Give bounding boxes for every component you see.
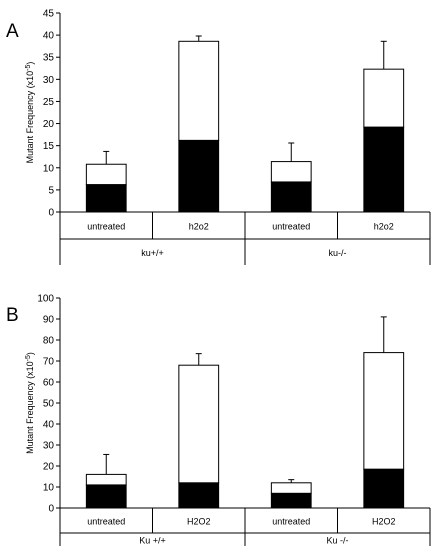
- y-tick-label: 40: [43, 31, 55, 42]
- y-tick-label: 20: [43, 462, 55, 473]
- category-label: H2O2: [187, 517, 211, 527]
- y-tick-label: 15: [43, 141, 55, 152]
- y-tick-label: 0: [48, 504, 54, 515]
- category-label: h2o2: [374, 222, 394, 232]
- chart-panel-a: A Mutant Frequency (x10-5) 0 5 10 15 20 25 30 35 4…: [6, 9, 431, 265]
- y-axis-title-main: Mutant Frequency (x10: [25, 71, 35, 164]
- y-tick-label: 90: [43, 315, 55, 326]
- y-tick-label: 30: [43, 75, 55, 86]
- bar-segment-black: [270, 181, 312, 213]
- group-label: ku-/-: [329, 248, 347, 258]
- bar-segment-black: [270, 492, 312, 509]
- y-tick-label: 10: [43, 163, 55, 174]
- group-label: Ku +/+: [139, 536, 166, 546]
- y-axis-title: Mutant Frequency (x10-5): [25, 352, 35, 454]
- bar-segment-white: [85, 163, 127, 186]
- bar-segment-black: [85, 484, 127, 509]
- y-tick-label: 25: [43, 97, 55, 108]
- y-tick-label: 45: [43, 9, 55, 20]
- bar-segment-black: [85, 184, 127, 213]
- y-tick-label: 20: [43, 119, 55, 130]
- category-label: untreated: [87, 517, 125, 527]
- y-tick-label: 0: [48, 208, 54, 219]
- group-label: ku+/+: [141, 248, 164, 258]
- group-label: Ku -/-: [326, 536, 348, 546]
- category-label: untreated: [87, 222, 125, 232]
- bar-segment-black: [363, 468, 405, 509]
- y-tick-label: 100: [37, 294, 54, 305]
- bar-segment-black: [363, 126, 405, 213]
- bar-segment-white: [363, 68, 405, 128]
- y-axis-title-exponent: -5: [25, 65, 32, 71]
- y-tick-label: 5: [48, 185, 54, 196]
- y-tick-label: 70: [43, 357, 55, 368]
- panel-label: B: [6, 305, 19, 326]
- bar-segment-white: [178, 40, 220, 141]
- category-label: untreated: [272, 517, 310, 527]
- y-tick-label: 80: [43, 336, 55, 347]
- bar-segment-white: [270, 482, 312, 494]
- category-label: H2O2: [372, 517, 396, 527]
- bar-segment-white: [178, 364, 220, 484]
- bar-segment-white: [85, 473, 127, 486]
- bar-segment-black: [178, 139, 220, 213]
- y-tick-label: 10: [43, 483, 55, 494]
- y-axis-title-close: ): [25, 352, 35, 355]
- y-tick-label: 35: [43, 53, 55, 64]
- y-tick-label: 60: [43, 378, 55, 389]
- y-tick-label: 40: [43, 420, 55, 431]
- bar-segment-white: [270, 161, 312, 183]
- bar-segment-black: [178, 482, 220, 509]
- category-label: h2o2: [189, 222, 209, 232]
- y-axis-title-exponent: -5: [25, 355, 32, 361]
- y-tick-label: 50: [43, 399, 55, 410]
- y-axis-title: Mutant Frequency (x10-5): [25, 62, 35, 164]
- bar-segment-white: [363, 352, 405, 470]
- y-axis-title-close: ): [25, 62, 35, 65]
- y-tick-label: 30: [43, 441, 55, 452]
- category-label: untreated: [272, 222, 310, 232]
- y-axis-title-main: Mutant Frequency (x10: [25, 361, 35, 454]
- chart-panel-b: B Mutant Frequency (x10-5) 0 10 20 30 40 50 60 70…: [6, 294, 431, 546]
- panel-label: A: [6, 21, 19, 42]
